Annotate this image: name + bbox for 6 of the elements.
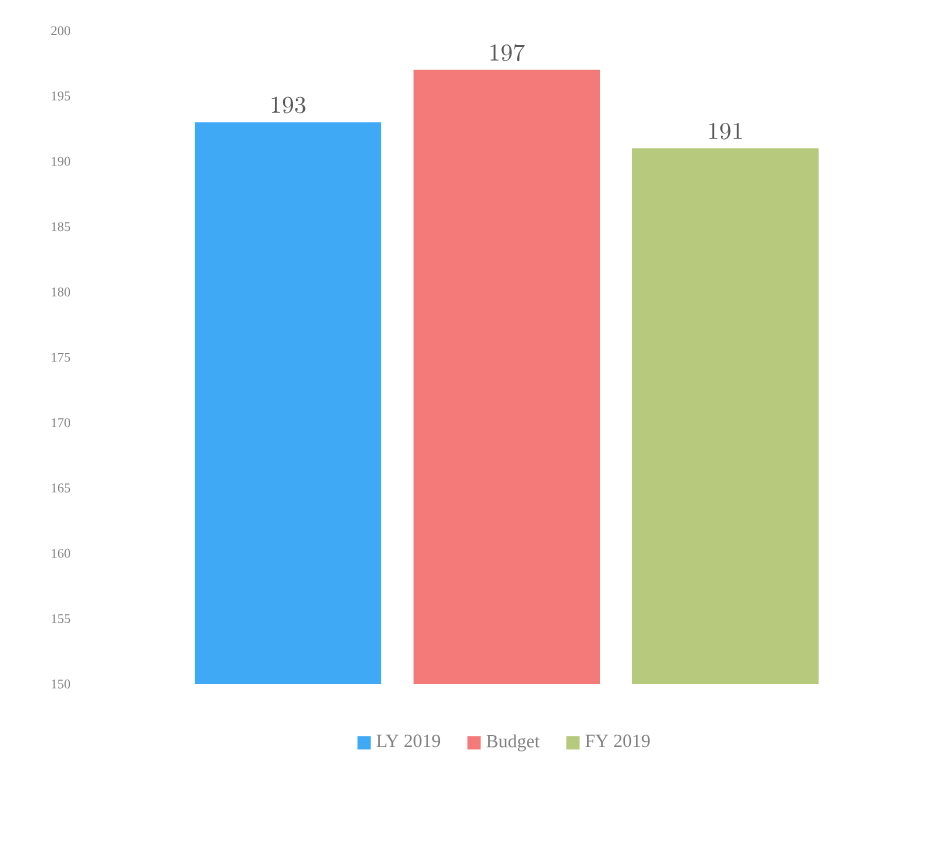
legend-label: FY 2019 bbox=[585, 734, 650, 748]
data-label: 191 bbox=[709, 122, 742, 140]
legend-label: Budget bbox=[486, 734, 540, 752]
legend-label: LY 2019 bbox=[376, 734, 441, 748]
data-label: 197 bbox=[490, 44, 525, 62]
data-label: 193 bbox=[271, 96, 306, 114]
